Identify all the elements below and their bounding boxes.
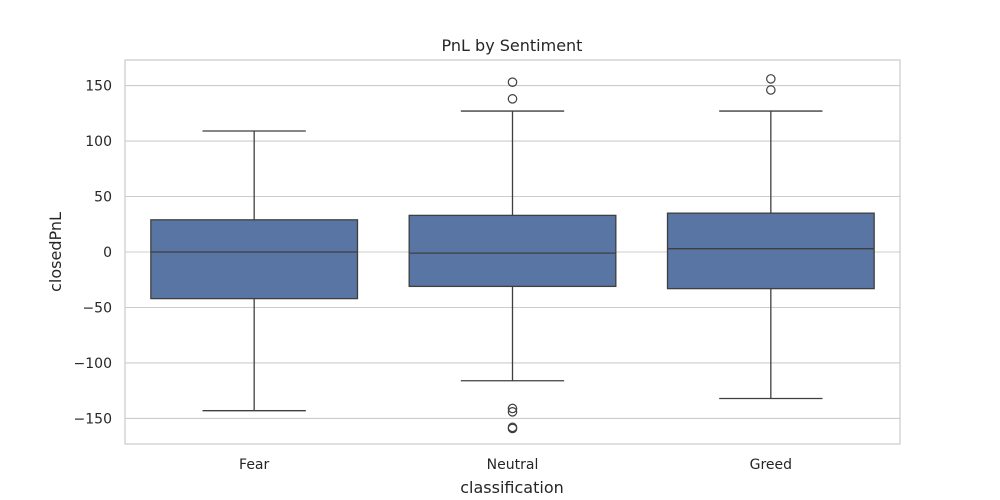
outlier-point [507,403,518,414]
outlier-point [507,94,518,104]
y-tick-label: −50 [82,300,112,316]
box-iqr [150,219,359,300]
x-axis-title: classification [460,478,564,497]
y-tick-label: −150 [74,411,112,427]
box-group [666,74,875,400]
y-tick-labels: 150 100 50 0 −50 −100 −150 [74,79,112,428]
x-tick-label: Neutral [487,457,539,473]
y-tick-label: 50 [94,190,112,206]
y-axis-title: closedPnL [46,212,65,292]
x-tick-labels: Fear Neutral Greed [239,457,792,473]
box-group [408,77,617,434]
box-group [150,130,359,412]
y-tick-label: 0 [103,245,112,261]
y-tick-label: 150 [85,79,112,95]
outlier-point [507,77,518,87]
outlier-point [507,407,518,417]
box-iqr [408,214,617,288]
y-tick-label: 100 [85,134,112,150]
x-tick-label: Greed [750,457,792,473]
box-iqr [666,212,875,290]
chart-title: PnL by Sentiment [442,36,583,55]
outlier-point [766,85,776,95]
plot-frame [124,59,901,445]
outlier-point [507,423,518,434]
y-tick-label: −100 [74,356,112,372]
x-tick-label: Fear [239,457,269,473]
outlier-point [766,74,776,84]
box-layer [150,74,875,434]
